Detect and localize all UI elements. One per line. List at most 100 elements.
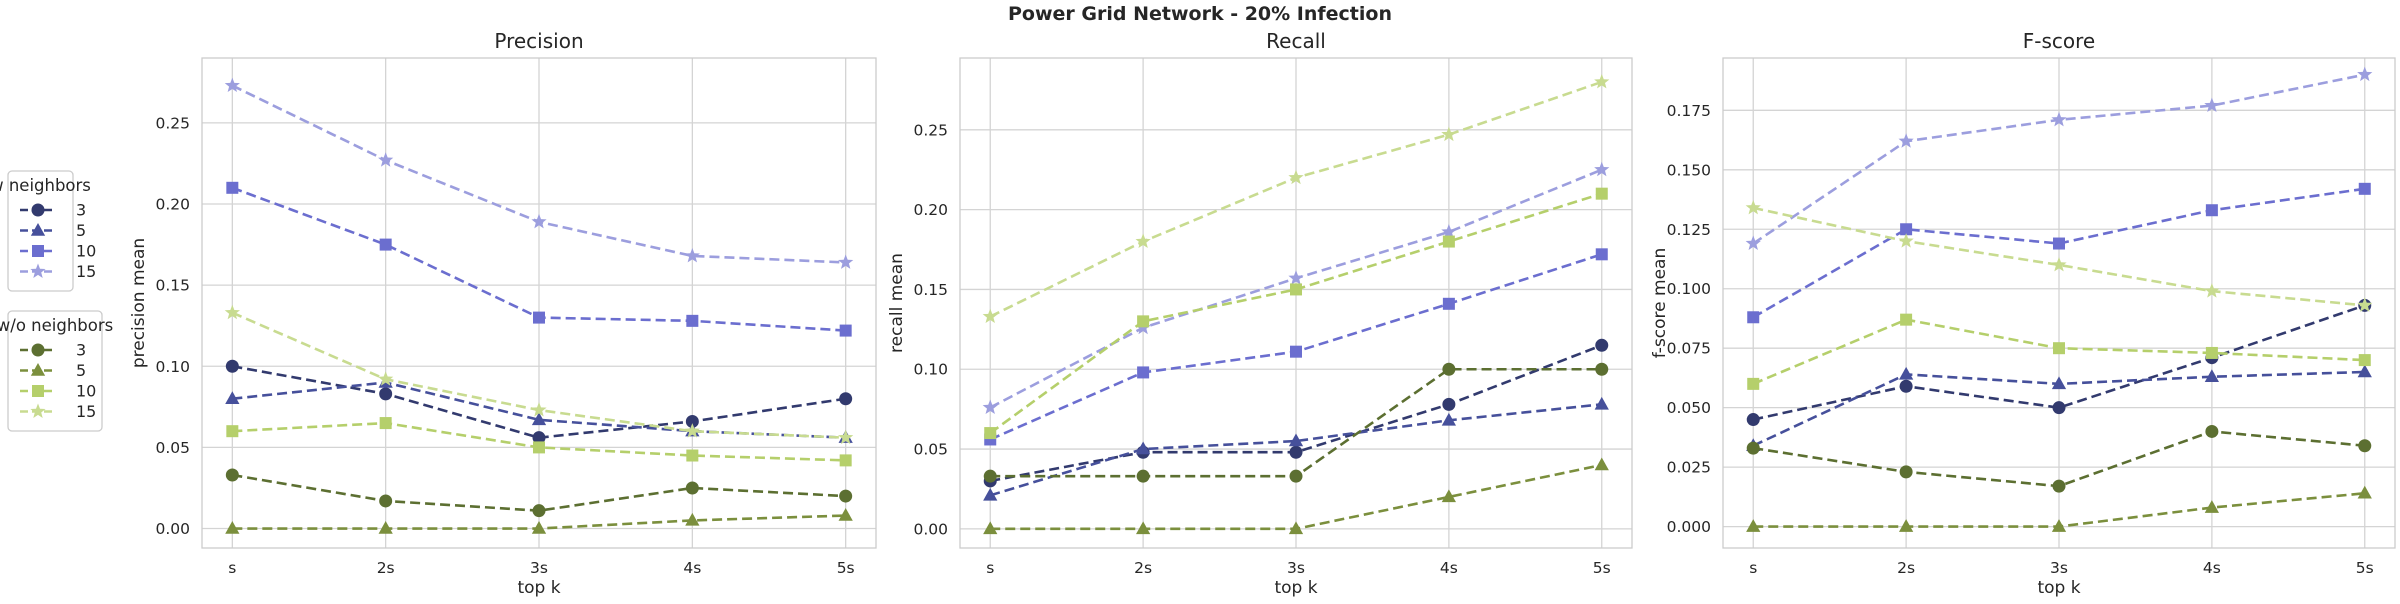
x-axis-label: top k	[517, 578, 560, 598]
plot-frame	[1722, 57, 2396, 549]
series-w-neighbors-3-point	[1899, 379, 1913, 393]
series-wo-neighbors-5-point	[1898, 519, 1914, 532]
y-axis-label: recall mean	[887, 253, 907, 353]
legend-title: w/o neighbors	[0, 316, 113, 335]
y-tick-label: 0.25	[913, 121, 948, 139]
series-wo-neighbors-5	[1746, 485, 2372, 532]
series-wo-neighbors-15-point	[1441, 126, 1457, 142]
legend-entry-10-marker	[32, 245, 44, 257]
y-tick-label: 0.00	[913, 520, 948, 538]
y-tick-label: 0.050	[1667, 399, 1711, 417]
series-wo-neighbors-15-point	[1745, 199, 1761, 215]
series-w-neighbors-5-point	[1898, 366, 1914, 380]
series-w-neighbors-3-point	[1442, 397, 1456, 411]
series-wo-neighbors-15-point	[2357, 297, 2373, 312]
figure-suptitle: Power Grid Network - 20% Infection	[1008, 3, 1392, 25]
y-tick-label: 0.00	[155, 520, 190, 538]
y-tick-label: 0.150	[1667, 161, 1711, 179]
y-tick-label: 0.100	[1667, 280, 1711, 298]
legend-entry-5-marker	[30, 363, 46, 376]
series-wo-neighbors-5	[225, 508, 853, 534]
series-wo-neighbors-5-point	[983, 521, 998, 535]
legend-entry-3-label: 3	[76, 201, 86, 220]
series-w-neighbors-3-point	[1595, 338, 1609, 352]
series-wo-neighbors-5-point	[2051, 519, 2067, 532]
series-w-neighbors-5-point	[1441, 412, 1457, 426]
series-w-neighbors-5-line	[989, 403, 1602, 497]
series-w-neighbors-3-point	[685, 414, 699, 428]
x-tick-label: s	[986, 559, 994, 577]
x-axis-label: top k	[2037, 578, 2080, 598]
series-wo-neighbors-3-point	[379, 494, 393, 508]
legend-entry-5-marker	[30, 223, 46, 236]
y-tick-label: 0.15	[155, 277, 190, 295]
panel-recall: 0.00 0.05 0.10 0.15 0.20 0.25 s 2s 3s 4s 5s Recall t…	[887, 29, 1633, 598]
series-w-neighbors-10-point	[1290, 345, 1302, 358]
x-tick-label: s	[1749, 559, 1757, 577]
series-wo-neighbors-3-point	[2358, 439, 2372, 453]
legend-entry-10-label: 10	[76, 242, 96, 261]
series-wo-neighbors-5-point	[1594, 457, 1609, 471]
plot-frame	[959, 57, 1633, 549]
y-tick-label: 0.05	[155, 439, 190, 457]
series-wo-neighbors-3	[225, 468, 853, 518]
series-w-neighbors-15-point	[1594, 161, 1610, 177]
series-w-neighbors-15-point	[531, 213, 547, 229]
series-wo-neighbors-5-point	[2204, 500, 2220, 513]
legend-entry-15-marker	[30, 403, 46, 418]
series-wo-neighbors-10-point	[1137, 315, 1150, 328]
series-wo-neighbors-5-point	[2357, 485, 2372, 499]
x-tick-label: 3s	[530, 559, 548, 577]
series-wo-neighbors-3-point	[1289, 469, 1303, 483]
series-w-neighbors-5-point	[1594, 396, 1609, 410]
series-wo-neighbors-3-point	[1136, 469, 1150, 483]
series-w-neighbors-5-point	[531, 412, 547, 426]
y-tick-label: 0.075	[1667, 340, 1711, 358]
series-w-neighbors-3-point	[225, 359, 239, 373]
series-wo-neighbors-5-point	[1746, 519, 1761, 532]
legend-entry-15-label: 15	[76, 402, 96, 421]
legend-entry-3-marker	[31, 203, 45, 217]
x-tick-label: s	[228, 559, 236, 577]
series-w-neighbors-15-point	[224, 77, 240, 93]
y-axis-label: precision mean	[129, 238, 149, 368]
plot-frame	[201, 57, 877, 549]
series-w-neighbors-15-point	[1745, 235, 1761, 251]
series-w-neighbors-5-point	[983, 487, 998, 501]
series-w-neighbors-10-point	[533, 311, 545, 324]
panel-title: Precision	[494, 29, 583, 53]
series-w-neighbors-3-point	[532, 431, 546, 445]
series-wo-neighbors-10-point	[379, 417, 392, 430]
series-w-neighbors-15-point	[2204, 97, 2220, 113]
legend-entry-3-marker	[31, 343, 45, 357]
series-w-neighbors-15-point	[2357, 66, 2373, 82]
series-w-neighbors-5-point	[1135, 441, 1151, 455]
series-w-neighbors-15-point	[378, 152, 394, 167]
series-wo-neighbors-15-point	[982, 308, 998, 324]
series-wo-neighbors-3-point	[1746, 441, 1760, 455]
series-wo-neighbors-15-point	[1898, 233, 1914, 248]
series-w-neighbors-10-point	[1442, 297, 1455, 310]
y-tick-label: 0.20	[155, 196, 190, 214]
series-w-neighbors-10-point	[2358, 182, 2371, 195]
series-w-neighbors-10-point	[1595, 248, 1608, 261]
series-w-neighbors-15-point	[982, 399, 998, 415]
series-w-neighbors-3-point	[2052, 401, 2066, 415]
legend-entry-5-label: 5	[76, 361, 86, 380]
series-w-neighbors-10-point	[1137, 366, 1150, 379]
x-tick-label: 4s	[683, 559, 701, 577]
series-w-neighbors-10	[984, 248, 1608, 446]
series-wo-neighbors-15	[982, 73, 1610, 324]
series-wo-neighbors-3-point	[1595, 362, 1609, 376]
series-w-neighbors-3-line	[1752, 304, 2366, 421]
series-w-neighbors-15-point	[1898, 133, 1914, 148]
series-w-neighbors-5-point	[225, 391, 240, 404]
legend-entry-15-label: 15	[76, 262, 96, 281]
series-wo-neighbors-10-point	[1900, 313, 1913, 326]
series-wo-neighbors-10-point	[2358, 354, 2371, 367]
x-tick-label: 5s	[837, 559, 855, 577]
series-wo-neighbors-10	[984, 187, 1608, 440]
series-w-neighbors-10-point	[379, 238, 392, 251]
legend-entry-15-marker	[30, 263, 46, 278]
